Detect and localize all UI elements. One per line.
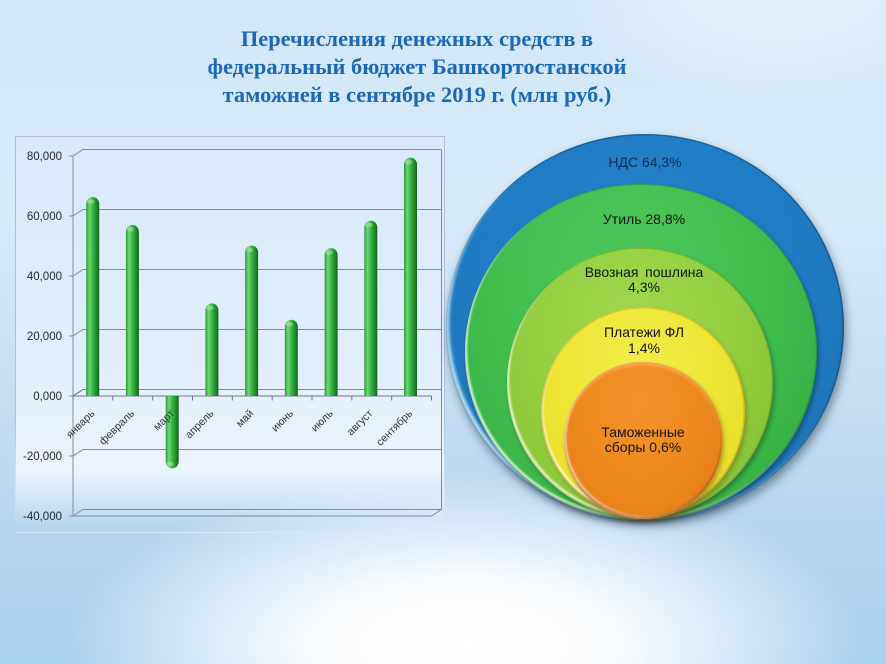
svg-text:январь: январь	[64, 407, 98, 441]
svg-text:февраль: февраль	[97, 407, 137, 447]
svg-text:сентябрь: сентябрь	[374, 407, 415, 448]
svg-text:апрель: апрель	[183, 407, 217, 441]
svg-text:80,000: 80,000	[27, 151, 62, 163]
svg-text:май: май	[234, 408, 256, 430]
svg-text:60,000: 60,000	[27, 211, 62, 223]
svg-text:-20,000: -20,000	[23, 451, 62, 463]
svg-text:40,000: 40,000	[27, 271, 62, 283]
svg-text:июнь: июнь	[269, 407, 296, 434]
svg-text:август: август	[345, 408, 376, 439]
svg-text:-40,000: -40,000	[23, 511, 62, 523]
svg-text:июль: июль	[309, 407, 336, 434]
svg-text:0,000: 0,000	[33, 391, 62, 403]
svg-text:20,000: 20,000	[27, 331, 62, 343]
